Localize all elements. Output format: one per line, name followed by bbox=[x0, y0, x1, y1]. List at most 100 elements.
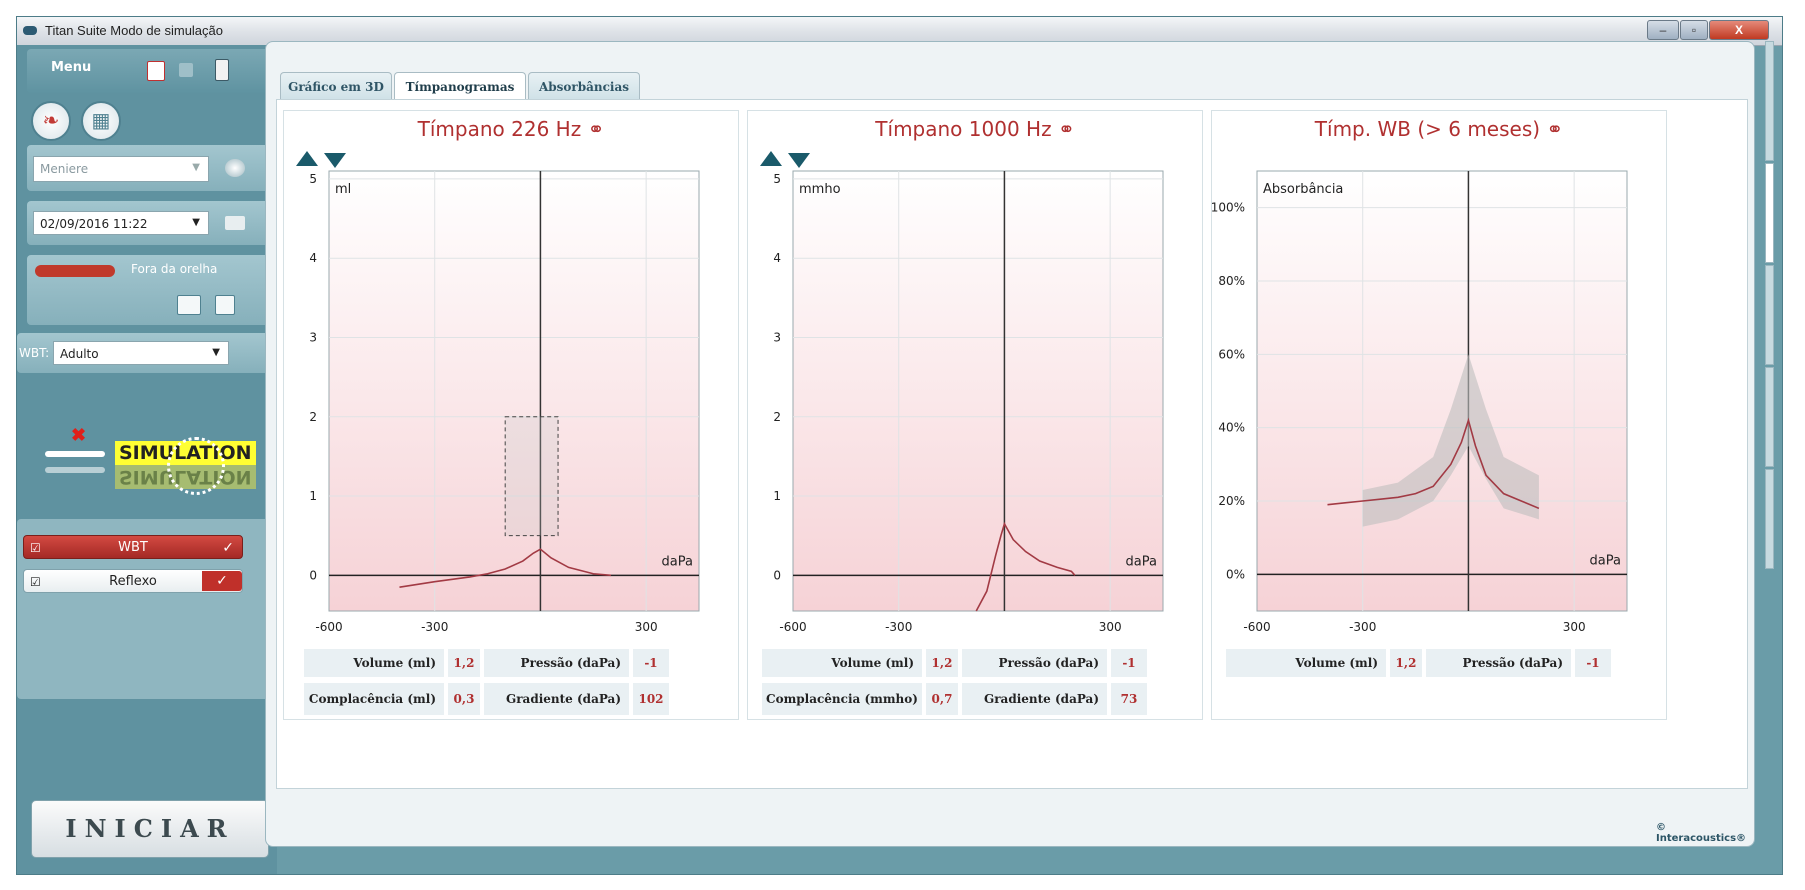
session-panel: 02/09/2016 11:22 ▼ bbox=[27, 201, 271, 245]
y-tick-label: 40% bbox=[1218, 421, 1245, 435]
x-axis-label: daPa bbox=[1126, 554, 1157, 569]
scale-up-icon[interactable] bbox=[296, 151, 318, 166]
checkbox-icon[interactable]: ☑ bbox=[30, 575, 41, 589]
readout-label: Volume (ml) bbox=[1226, 649, 1386, 677]
readout-label: Volume (ml) bbox=[762, 649, 922, 677]
readout-value: -1 bbox=[1111, 649, 1147, 677]
notes-icon[interactable] bbox=[215, 295, 235, 315]
ear-icon[interactable]: ❧ bbox=[31, 101, 71, 141]
y-tick-label: 20% bbox=[1218, 494, 1245, 508]
y-tick-label: 3 bbox=[309, 330, 317, 344]
sidebar: Menu ❧ ▦ Meniere ▼ 02/09/2016 11:22 ▼ Fo… bbox=[17, 45, 277, 874]
chart-title-226: Tímpano 226 Hz ⚭ bbox=[284, 117, 738, 141]
app-icon bbox=[23, 26, 37, 35]
y-tick-label: 4 bbox=[773, 251, 781, 265]
readout-value: 73 bbox=[1111, 683, 1147, 715]
x-axis-label: daPa bbox=[1590, 553, 1621, 568]
readout-label: Pressão (daPa) bbox=[484, 649, 629, 677]
readout-label: Complacência (mmho) bbox=[762, 683, 922, 715]
tab-imp[interactable] bbox=[1765, 163, 1774, 263]
tab-abris[interactable] bbox=[1765, 265, 1774, 365]
simulation-indicator: ✖ SIMULATION SIMULATION bbox=[31, 425, 271, 515]
test-reflexo-toggle[interactable]: ☑ Reflexo ✓ bbox=[23, 569, 243, 593]
chart-panel-wb: Tímp. WB (> 6 meses) ⚭ 0% 20% 40% 60% 80% 100… bbox=[1211, 110, 1667, 720]
scale-down-icon[interactable] bbox=[788, 153, 810, 168]
tympanogram-content: Tímpano 226 Hz ⚭ 0 1 2 3 4 5 -600 -300 300 ml daPa… bbox=[276, 99, 1748, 789]
y-tick-label: 5 bbox=[773, 172, 781, 186]
tab-teoae[interactable] bbox=[1765, 469, 1774, 569]
chart-svg-1000: 0 1 2 3 4 5 -600 -300 300 mmho daPa bbox=[773, 170, 1164, 634]
session-select[interactable]: 02/09/2016 11:22 ▼ bbox=[33, 211, 209, 235]
test-reflexo-label: Reflexo bbox=[109, 574, 157, 589]
y-tick-label: 60% bbox=[1218, 347, 1245, 361]
chart-panel-1000: Tímpano 1000 Hz ⚭ 0 1 2 3 4 5 -600 -300 300 mmho d… bbox=[747, 110, 1203, 720]
readout-value: 0,7 bbox=[926, 683, 958, 715]
chevron-down-icon: ▼ bbox=[212, 347, 220, 358]
disconnected-icon: ✖ bbox=[71, 425, 87, 445]
window-title: Titan Suite Modo de simulação bbox=[45, 23, 224, 38]
y-tick-label: 80% bbox=[1218, 274, 1245, 288]
close-button[interactable]: X bbox=[1709, 20, 1769, 40]
x-tick-label: -600 bbox=[779, 620, 806, 634]
maximize-button[interactable]: ▫ bbox=[1680, 20, 1708, 40]
plug-icon bbox=[45, 451, 105, 457]
protocol-panel: Meniere ▼ bbox=[27, 145, 271, 191]
report-icon[interactable] bbox=[147, 61, 165, 81]
x-tick-label: 300 bbox=[1099, 620, 1122, 634]
x-tick-label: -600 bbox=[315, 620, 342, 634]
x-tick-label: -600 bbox=[1243, 620, 1270, 634]
right-tab-strip bbox=[1765, 41, 1774, 741]
chart-title-1000: Tímpano 1000 Hz ⚭ bbox=[748, 117, 1202, 141]
tab-grafico-3d[interactable]: Gráfico em 3D bbox=[280, 72, 392, 100]
x-tick-label: -300 bbox=[421, 620, 448, 634]
start-button[interactable]: INICIAR bbox=[31, 800, 269, 858]
settings-icon[interactable] bbox=[225, 159, 245, 177]
checkbox-icon[interactable]: ☑ bbox=[30, 541, 41, 555]
grid-view-icon[interactable]: ▦ bbox=[81, 101, 121, 141]
wbt-select[interactable]: Adulto ▼ bbox=[53, 341, 229, 365]
readout-label: Volume (ml) bbox=[304, 649, 444, 677]
readout-value: -1 bbox=[633, 649, 669, 677]
y-tick-label: 100% bbox=[1212, 201, 1245, 215]
tab-dpoae[interactable] bbox=[1765, 367, 1774, 467]
x-tick-label: 300 bbox=[1563, 620, 1586, 634]
tab-main[interactable] bbox=[1765, 41, 1774, 161]
minimize-button[interactable]: – bbox=[1647, 20, 1679, 40]
probe-status-indicator bbox=[35, 265, 115, 277]
tab-timpanogramas[interactable]: Tímpanogramas bbox=[394, 72, 526, 102]
readout-label: Pressão (daPa) bbox=[962, 649, 1107, 677]
plot-area bbox=[1256, 170, 1628, 612]
unit-label: ml bbox=[335, 182, 351, 197]
session-history-icon[interactable] bbox=[225, 216, 245, 230]
y-tick-label: 1 bbox=[309, 489, 317, 503]
tympanogram-curve bbox=[975, 521, 1076, 612]
protocol-select[interactable]: Meniere ▼ bbox=[33, 156, 209, 182]
chart-panel-226: Tímpano 226 Hz ⚭ 0 1 2 3 4 5 -600 -300 300 ml daPa… bbox=[283, 110, 739, 720]
readout-value: -1 bbox=[1575, 649, 1611, 677]
tympanogram-curve bbox=[1327, 417, 1540, 510]
readout-label: Complacência (ml) bbox=[304, 683, 444, 715]
test-wbt-toggle[interactable]: ☑ WBT ✓ bbox=[23, 535, 243, 559]
y-tick-label: 0 bbox=[309, 568, 317, 582]
tab-absorbancias[interactable]: Absorbâncias bbox=[528, 72, 640, 100]
menu-button[interactable]: Menu bbox=[51, 60, 92, 75]
x-tick-label: 300 bbox=[635, 620, 658, 634]
y-tick-label: 2 bbox=[309, 410, 317, 424]
session-select-value: 02/09/2016 11:22 bbox=[40, 217, 148, 231]
pressure-window bbox=[504, 416, 559, 537]
scale-down-icon[interactable] bbox=[324, 153, 346, 168]
readout-value: 1,2 bbox=[448, 649, 480, 677]
readout-label: Gradiente (daPa) bbox=[484, 683, 629, 715]
readout-value: 1,2 bbox=[926, 649, 958, 677]
wbt-label: WBT: bbox=[19, 346, 50, 360]
add-test-icon[interactable] bbox=[177, 295, 201, 315]
loading-spinner-icon bbox=[167, 437, 225, 495]
scale-up-icon[interactable] bbox=[760, 151, 782, 166]
tympanogram-curve bbox=[399, 548, 611, 589]
main-area: Gráfico em 3D Tímpanogramas Absorbâncias… bbox=[265, 41, 1755, 847]
exit-icon[interactable] bbox=[215, 59, 229, 81]
save-icon[interactable] bbox=[179, 63, 193, 77]
ear-icon: ⚭ bbox=[587, 117, 605, 141]
x-tick-label: -300 bbox=[1349, 620, 1376, 634]
readout-label: Pressão (daPa) bbox=[1426, 649, 1571, 677]
